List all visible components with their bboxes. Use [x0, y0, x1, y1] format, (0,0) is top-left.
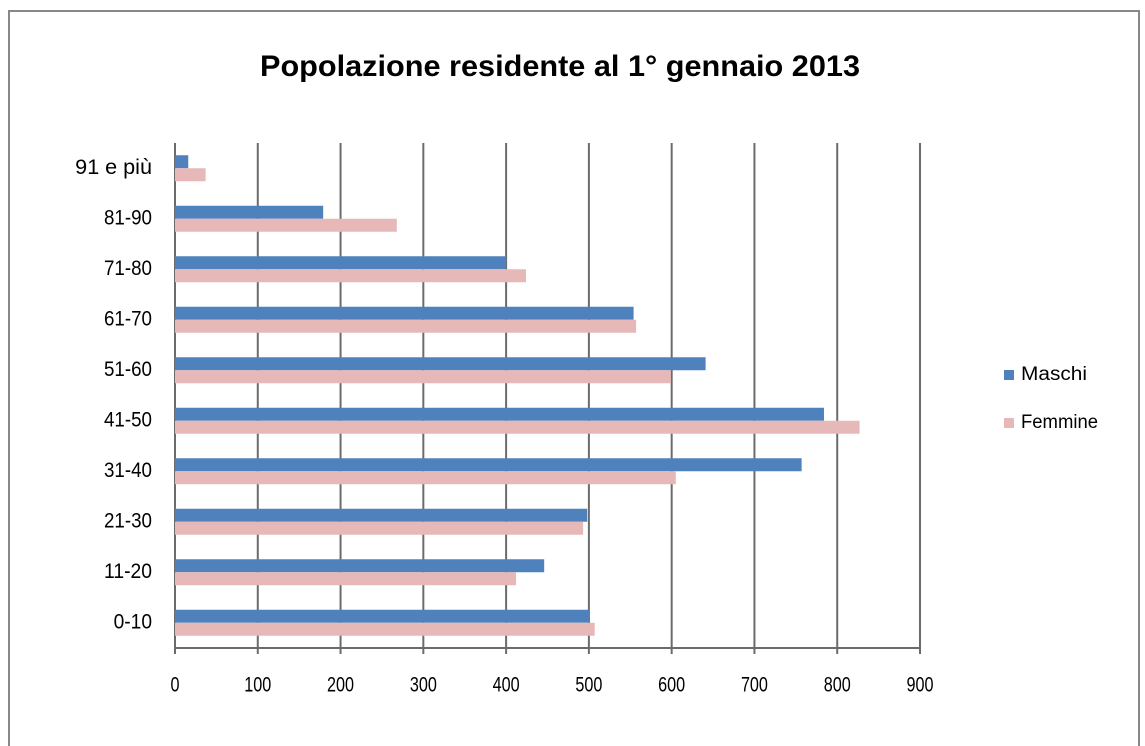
bar [175, 306, 634, 320]
y-tick-label: 0-10 [114, 610, 152, 633]
bar [175, 622, 595, 636]
bar [175, 458, 802, 472]
y-tick-label: 71-80 [104, 257, 152, 280]
y-tick-label: 91 e più [75, 156, 152, 179]
bar [175, 471, 676, 485]
x-tick-label: 200 [327, 674, 354, 697]
legend-swatch [1004, 370, 1014, 380]
bar [175, 256, 507, 270]
bar [175, 609, 589, 623]
bar [175, 205, 324, 219]
bar [175, 168, 206, 182]
y-tick-label: 21-30 [104, 509, 152, 532]
bar [175, 269, 526, 283]
y-tick-label: 31-40 [104, 459, 152, 482]
chart-title: Popolazione residente al 1° gennaio 2013 [260, 50, 860, 83]
y-tick-label: 41-50 [104, 408, 152, 431]
x-tick-label: 900 [907, 674, 934, 697]
x-tick-label: 700 [741, 674, 768, 697]
legend-swatch [1004, 418, 1014, 428]
bar [175, 319, 637, 333]
bar [175, 407, 824, 421]
x-tick-label: 500 [575, 674, 602, 697]
bar [175, 370, 671, 384]
y-tick-label: 51-60 [104, 358, 152, 381]
x-tick-label: 100 [244, 674, 271, 697]
x-tick-label: 300 [410, 674, 437, 697]
x-tick-label: 600 [658, 674, 685, 697]
bar [175, 357, 706, 371]
bar [175, 572, 517, 586]
bar [175, 155, 189, 169]
bar [175, 559, 545, 573]
bar [175, 218, 397, 232]
legend-label: Maschi [1021, 364, 1087, 385]
legend-label: Femmine [1021, 412, 1098, 433]
x-tick-label: 800 [824, 674, 851, 697]
x-tick-label: 400 [493, 674, 520, 697]
bar [175, 420, 860, 434]
y-tick-label: 11-20 [104, 560, 152, 583]
y-tick-label: 61-70 [104, 307, 152, 330]
y-tick-label: 81-90 [104, 206, 152, 229]
bar [175, 508, 588, 522]
bar [175, 521, 584, 535]
x-tick-label: 0 [171, 674, 180, 697]
